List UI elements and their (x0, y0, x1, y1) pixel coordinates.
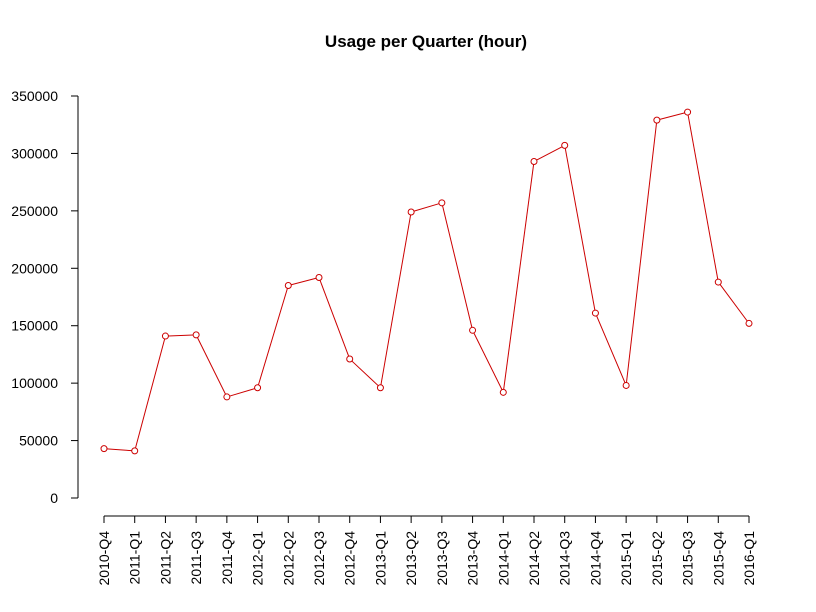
x-tick-label: 2014-Q4 (587, 531, 603, 586)
data-point (100, 445, 108, 453)
data-point (745, 319, 753, 327)
data-point (131, 447, 139, 455)
x-tick-label: 2016-Q1 (741, 531, 757, 586)
data-point (223, 393, 231, 401)
x-tick-label: 2014-Q2 (526, 531, 542, 586)
y-tick-label: 300000 (11, 145, 58, 161)
x-tick-label: 2014-Q1 (495, 531, 511, 586)
data-point (530, 157, 538, 165)
y-tick-label: 250000 (11, 203, 58, 219)
x-tick-label: 2012-Q4 (342, 531, 358, 586)
data-point (469, 326, 477, 334)
series-segment (106, 448, 132, 452)
x-tick-label: 2013-Q3 (434, 531, 450, 586)
series-segment (596, 315, 626, 383)
series-segment (168, 334, 194, 337)
data-point (315, 273, 323, 281)
x-tick-label: 2013-Q1 (372, 531, 388, 586)
data-point (561, 141, 569, 149)
data-point (254, 384, 262, 392)
x-tick-label: 2011-Q1 (127, 531, 143, 585)
data-point (591, 309, 599, 317)
series-segment (473, 332, 503, 390)
y-tick-label: 100000 (11, 375, 58, 391)
chart-title: Usage per Quarter (hour) (325, 32, 527, 51)
data-point (346, 355, 354, 363)
series-group (100, 108, 753, 455)
data-point (284, 282, 292, 290)
x-axis: 2010-Q4 2011-Q1 2011-Q2 2011-Q3 2011-Q4 2012-… (96, 515, 757, 586)
series-segment (564, 148, 596, 311)
y-axis: 0 50000 100000 150000 200000 250000 300000 3500… (11, 88, 79, 506)
series-segment (197, 337, 226, 395)
series-segment (442, 205, 473, 328)
x-tick-label: 2011-Q3 (188, 531, 204, 585)
y-tick-label: 150000 (11, 318, 58, 334)
series-segment (536, 146, 563, 161)
x-tick-label: 2013-Q2 (403, 531, 419, 586)
series-segment (659, 112, 685, 120)
y-tick-label: 200000 (11, 260, 58, 276)
x-tick-label: 2011-Q4 (219, 531, 235, 585)
data-point (622, 381, 630, 389)
x-tick-label: 2013-Q4 (465, 531, 481, 586)
series-segment (351, 360, 379, 387)
series-segment (719, 284, 748, 322)
series-segment (135, 338, 166, 449)
x-tick-label: 2015-Q3 (680, 531, 696, 586)
x-tick-label: 2010-Q4 (96, 531, 112, 586)
x-tick-label: 2011-Q2 (157, 531, 173, 585)
y-tick-label: 350000 (11, 88, 58, 104)
series-segment (625, 123, 658, 383)
series-segment (503, 164, 535, 390)
data-point (438, 199, 446, 207)
series-segment (319, 280, 350, 357)
series-segment (291, 277, 317, 286)
series-segment (380, 214, 412, 385)
data-point (684, 108, 692, 116)
data-point (499, 388, 507, 396)
data-point (407, 208, 415, 216)
x-tick-label: 2012-Q2 (280, 531, 296, 586)
y-tick-label: 50000 (19, 433, 58, 449)
series-segment (257, 288, 288, 386)
data-point (376, 384, 384, 392)
x-tick-label: 2015-Q1 (618, 531, 634, 586)
series-segment (687, 114, 719, 280)
data-point (192, 331, 200, 339)
data-point (653, 116, 661, 124)
x-tick-label: 2012-Q1 (250, 531, 266, 586)
x-tick-label: 2012-Q3 (311, 531, 327, 586)
y-tick-label: 0 (50, 490, 58, 506)
series-segment (229, 388, 255, 397)
series-segment (413, 203, 440, 212)
x-tick-label: 2014-Q3 (557, 531, 573, 586)
data-point (714, 278, 722, 286)
x-tick-label: 2015-Q4 (710, 531, 726, 586)
data-point (161, 332, 169, 340)
x-tick-label: 2015-Q2 (649, 531, 665, 586)
